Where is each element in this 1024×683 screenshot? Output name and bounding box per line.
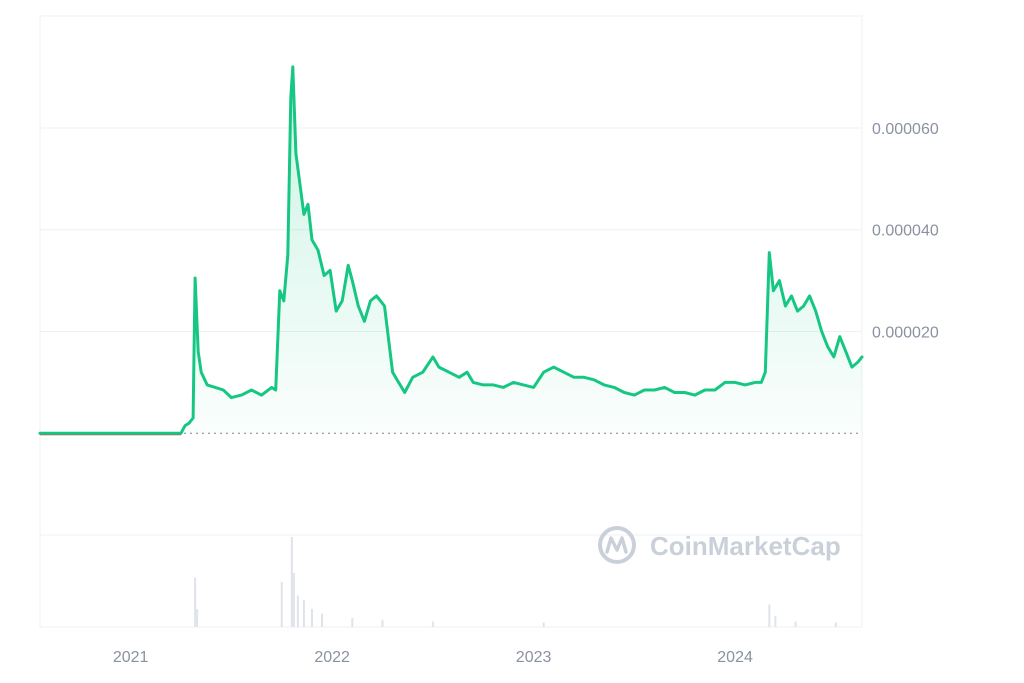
watermark: CoinMarketCap xyxy=(598,526,841,564)
volume-bar xyxy=(292,573,295,627)
volume-bar xyxy=(351,618,354,627)
volume-bar xyxy=(296,595,299,627)
plot-frame xyxy=(39,15,863,628)
volume-bar xyxy=(431,621,434,627)
volume-bar xyxy=(381,619,384,627)
volume-bars xyxy=(194,537,837,627)
x-axis: 2021 2022 2023 2024 xyxy=(113,649,753,666)
coinmarketcap-logo-icon xyxy=(598,526,636,564)
volume-bar xyxy=(774,616,777,627)
x-tick-label: 2021 xyxy=(113,649,149,666)
volume-bar xyxy=(302,600,305,627)
gridlines xyxy=(40,127,862,332)
volume-bar xyxy=(542,622,545,627)
volume-bar xyxy=(310,609,313,627)
volume-bar xyxy=(321,613,324,627)
x-tick-label: 2023 xyxy=(516,649,552,666)
y-tick-label: 0.000020 xyxy=(872,324,939,341)
x-tick-label: 2024 xyxy=(717,649,753,666)
volume-bar xyxy=(194,577,197,627)
volume-bar xyxy=(196,609,199,627)
price-line xyxy=(38,65,864,435)
volume-bar xyxy=(280,582,283,627)
y-tick-label: 0.000060 xyxy=(872,121,939,138)
y-tick-label: 0.000040 xyxy=(872,223,939,240)
volume-bar xyxy=(794,621,797,627)
price-area xyxy=(40,66,862,434)
volume-bar xyxy=(834,622,837,627)
watermark-text: CoinMarketCap xyxy=(650,531,841,561)
y-axis: 0.000020 0.000040 0.000060 xyxy=(872,121,939,342)
volume-bar xyxy=(768,604,771,627)
x-tick-label: 2022 xyxy=(314,649,350,666)
volume-bar xyxy=(290,537,293,627)
